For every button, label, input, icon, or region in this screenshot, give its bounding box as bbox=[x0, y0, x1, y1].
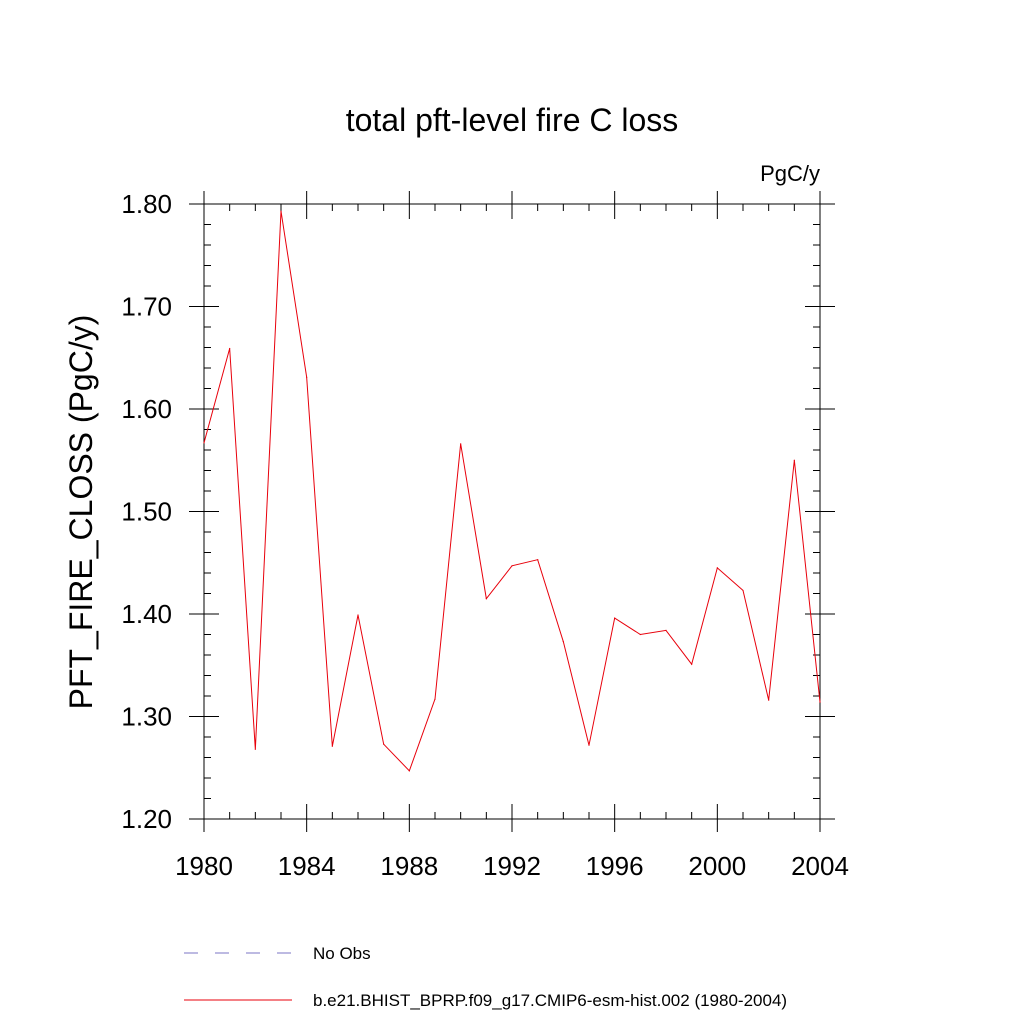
units-label: PgC/y bbox=[760, 161, 820, 186]
y-tick-label: 1.70 bbox=[121, 292, 172, 322]
chart-title: total pft-level fire C loss bbox=[346, 102, 679, 138]
series-line bbox=[203, 211, 821, 772]
data-point bbox=[306, 376, 308, 378]
y-tick-label: 1.80 bbox=[121, 189, 172, 219]
x-tick-label: 1988 bbox=[380, 851, 438, 881]
y-tick-label: 1.20 bbox=[121, 804, 172, 834]
data-point bbox=[716, 567, 718, 569]
data-point bbox=[819, 701, 821, 703]
data-point bbox=[331, 745, 333, 747]
data-point bbox=[383, 743, 385, 745]
y-tick-label: 1.60 bbox=[121, 394, 172, 424]
y-tick-labels: 1.20 1.30 1.40 1.50 1.60 1.70 1.80 bbox=[121, 189, 172, 834]
data-point bbox=[357, 614, 359, 616]
minor-ticks bbox=[204, 204, 820, 819]
data-points bbox=[203, 210, 821, 772]
x-tick-label: 1980 bbox=[175, 851, 233, 881]
data-point bbox=[460, 443, 462, 445]
y-axis-label: PFT_FIRE_CLOSS (PgC/y) bbox=[63, 315, 99, 710]
data-point bbox=[793, 459, 795, 461]
major-ticks bbox=[189, 191, 835, 832]
data-point bbox=[588, 744, 590, 746]
data-point bbox=[280, 210, 282, 212]
data-point bbox=[229, 347, 231, 350]
data-point bbox=[768, 699, 770, 701]
data-point bbox=[254, 748, 256, 750]
y-tick-label: 1.30 bbox=[121, 702, 172, 732]
legend-label-no-obs: No Obs bbox=[313, 944, 371, 963]
x-tick-label: 2004 bbox=[791, 851, 849, 881]
y-tick-label: 1.40 bbox=[121, 599, 172, 629]
data-point bbox=[511, 565, 513, 567]
x-tick-labels: 1980 1984 1988 1992 1996 2000 2004 bbox=[175, 851, 849, 881]
data-point bbox=[434, 698, 436, 700]
data-point bbox=[639, 633, 641, 636]
data-point bbox=[408, 770, 410, 772]
data-point bbox=[665, 629, 667, 632]
data-point bbox=[614, 617, 616, 619]
legend-label-model: b.e21.BHIST_BPRP.f09_g17.CMIP6-esm-hist.… bbox=[313, 991, 787, 1010]
data-point bbox=[562, 641, 564, 643]
x-tick-label: 1984 bbox=[278, 851, 336, 881]
data-point bbox=[203, 442, 205, 444]
y-tick-label: 1.50 bbox=[121, 497, 172, 527]
legend: No Obs b.e21.BHIST_BPRP.f09_g17.CMIP6-es… bbox=[184, 944, 787, 1010]
x-tick-label: 2000 bbox=[688, 851, 746, 881]
data-point bbox=[485, 598, 487, 600]
x-tick-label: 1992 bbox=[483, 851, 541, 881]
data-point bbox=[537, 559, 539, 561]
data-point bbox=[691, 663, 693, 665]
plot-frame bbox=[203, 203, 821, 820]
x-tick-label: 1996 bbox=[586, 851, 644, 881]
data-point bbox=[742, 589, 744, 592]
